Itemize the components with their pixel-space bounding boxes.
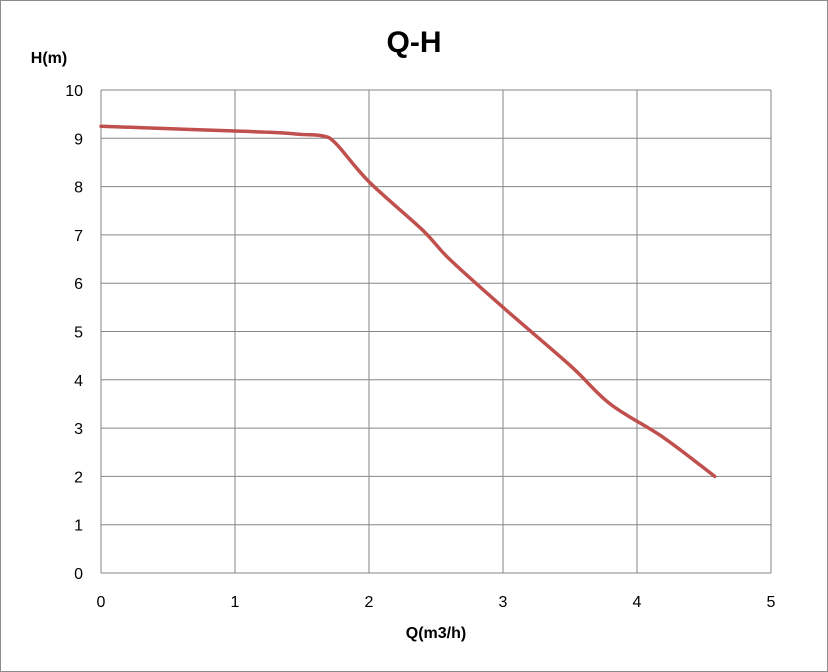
x-tick-label: 1 bbox=[231, 594, 240, 611]
x-tick-label: 0 bbox=[97, 594, 106, 611]
series-line-0 bbox=[99, 124, 717, 479]
y-tick-labels: 0 1 2 3 4 5 6 7 8 9 10 bbox=[65, 83, 83, 583]
x-tick-labels: 0 1 2 3 4 5 bbox=[97, 594, 776, 611]
y-tick-label: 8 bbox=[74, 180, 83, 197]
y-tick-label: 1 bbox=[74, 518, 83, 535]
chart-title: Q-H bbox=[387, 26, 442, 59]
y-tick-label: 2 bbox=[74, 469, 83, 486]
x-tick-label: 5 bbox=[767, 594, 776, 611]
x-tick-label: 4 bbox=[633, 594, 642, 611]
x-tick-label: 2 bbox=[365, 594, 374, 611]
grid-lines bbox=[100, 89, 772, 574]
y-tick-label: 6 bbox=[74, 276, 83, 293]
y-tick-label: 7 bbox=[74, 228, 83, 245]
y-tick-label: 4 bbox=[74, 373, 83, 390]
y-tick-label: 10 bbox=[65, 83, 83, 100]
y-tick-label: 5 bbox=[74, 325, 83, 342]
y-tick-label: 3 bbox=[74, 421, 83, 438]
y-tick-label: 9 bbox=[74, 131, 83, 148]
series-group bbox=[99, 124, 717, 479]
y-tick-label: 0 bbox=[74, 566, 83, 583]
x-axis-label: Q(m3/h) bbox=[406, 625, 466, 642]
x-tick-label: 3 bbox=[499, 594, 508, 611]
y-axis-label: H(m) bbox=[31, 50, 67, 67]
